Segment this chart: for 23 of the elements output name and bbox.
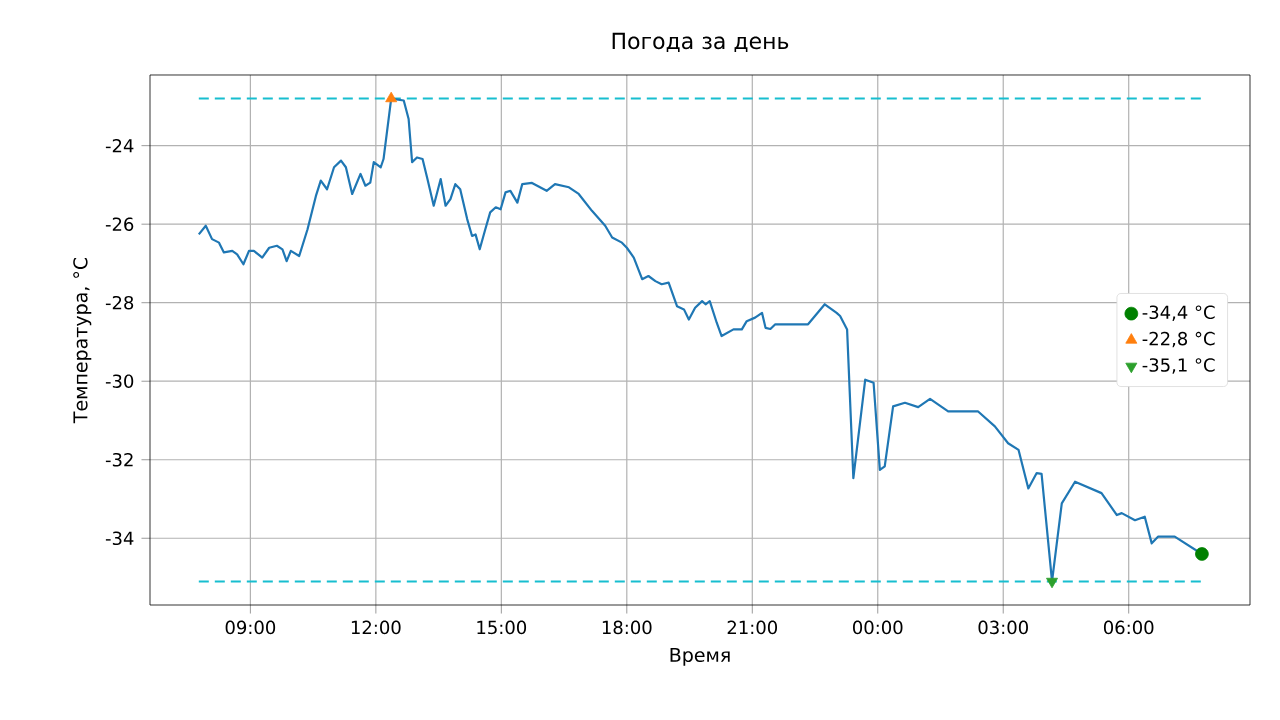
point	[1195, 547, 1209, 561]
point	[385, 91, 398, 103]
x-tick-label: 18:00	[602, 620, 652, 635]
y-tick-label: -24	[105, 138, 134, 153]
x-axis-title: Время	[670, 647, 730, 666]
y-axis-title: Температура, °C	[73, 257, 92, 424]
legend-label: -22,8 °C	[1142, 331, 1215, 348]
x-tick-label: 03:00	[978, 620, 1028, 635]
y-tick-label: -34	[105, 531, 134, 546]
x-tick-label: 09:00	[225, 620, 276, 635]
y-tick-label: -26	[105, 217, 134, 231]
chart-title: Погода за день	[612, 32, 789, 52]
x-tick-label: 21:00	[727, 620, 778, 635]
x-tick-label: 06:00	[1103, 620, 1154, 635]
legend-label: -34,4 °C	[1142, 305, 1215, 321]
legend-label: -35,1 °C	[1142, 358, 1215, 374]
y-tick-label: -28	[105, 295, 134, 310]
x-tick-label: 12:00	[351, 620, 401, 635]
x-tick-label: 15:00	[477, 620, 527, 635]
x-tick-label: 00:00	[853, 620, 903, 635]
point	[1046, 577, 1058, 589]
y-tick-label: -30	[105, 374, 134, 389]
y-tick-label: -32	[105, 452, 133, 467]
